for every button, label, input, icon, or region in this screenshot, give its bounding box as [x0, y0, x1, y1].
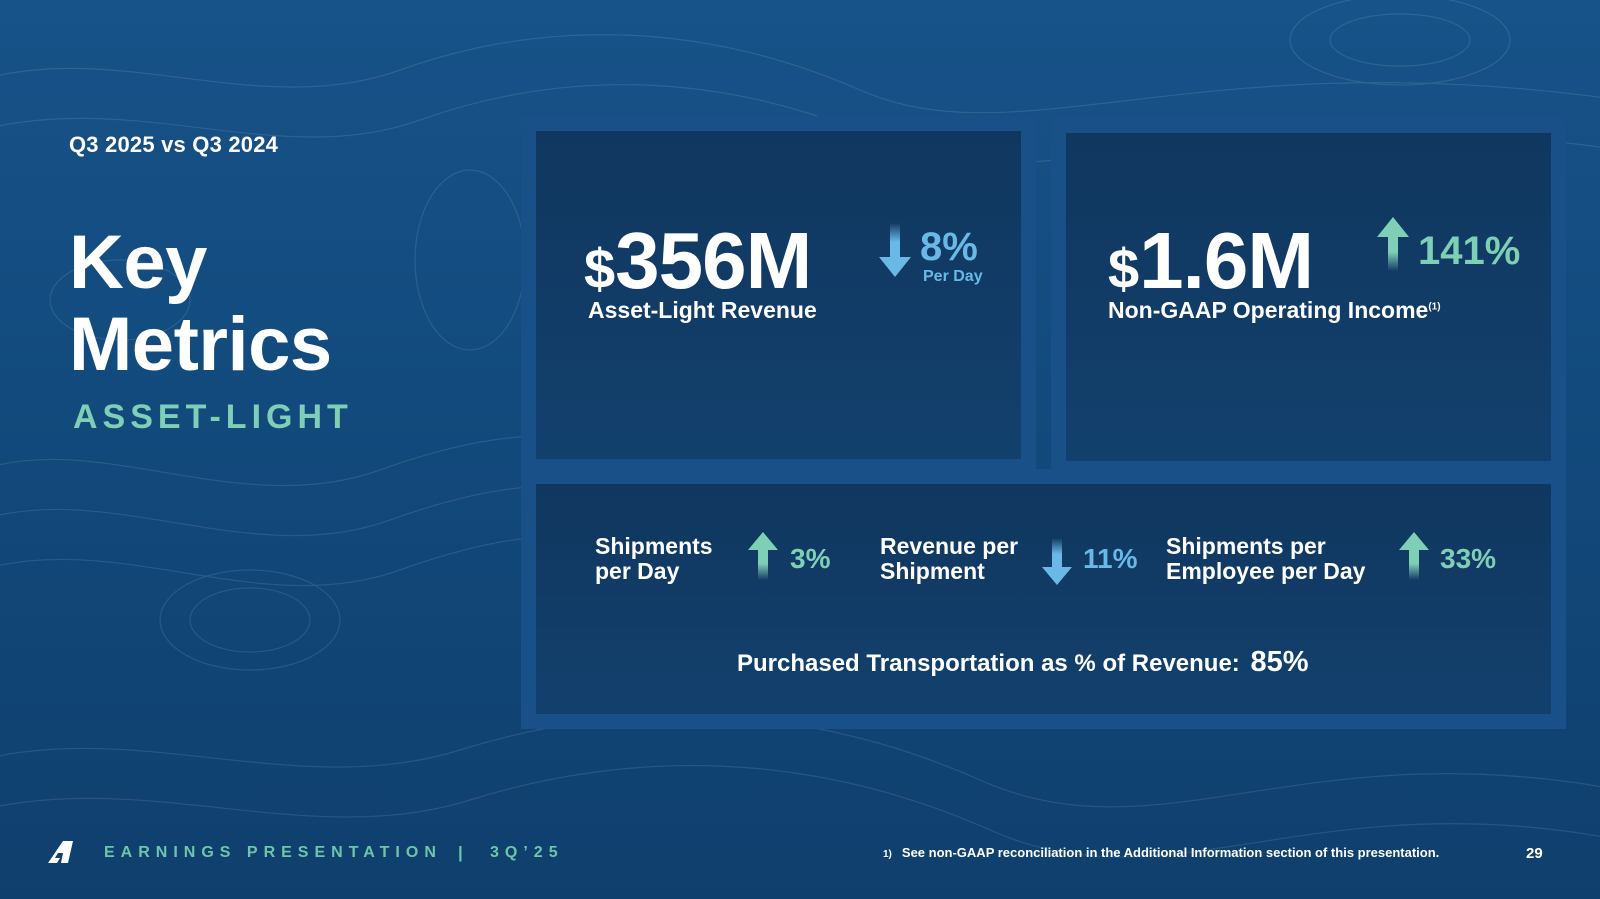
shipments-per-employee-label: Shipments per Employee per Day	[1166, 534, 1365, 584]
arrow-up-icon	[1377, 217, 1409, 271]
revenue-value: $356M	[584, 215, 812, 307]
operating-income-change: 141%	[1418, 229, 1521, 273]
shipments-per-day-label-line2: per Day	[595, 558, 680, 584]
arrow-up-icon	[748, 532, 778, 580]
revenue-amount: 356M	[615, 216, 812, 305]
arrow-up-icon	[1399, 532, 1429, 580]
purchased-transportation: Purchased Transportation as % of Revenue…	[737, 646, 1309, 679]
revenue-per-shipment-label-line2: Shipment	[880, 558, 985, 584]
revenue-change-note: Per Day	[923, 268, 983, 285]
metric-card-operating-income: $1.6M 141% Non-GAAP Operating Income(1)	[1066, 133, 1551, 461]
operating-income-value: $1.6M	[1108, 215, 1314, 307]
operating-income-label: Non-GAAP Operating Income(1)	[1108, 297, 1441, 324]
operating-income-currency: $	[1108, 237, 1140, 300]
shipments-per-employee-label-line2: Employee per Day	[1166, 558, 1366, 584]
comparison-period: Q3 2025 vs Q3 2024	[69, 132, 279, 157]
metric-card-revenue: $356M 8% Per Day Asset-Light Revenue	[536, 131, 1021, 459]
arrow-down-icon	[1042, 538, 1072, 585]
purchased-transportation-value: 85%	[1250, 646, 1309, 678]
revenue-currency: $	[584, 237, 616, 300]
footnote: 1) See non-GAAP reconciliation in the Add…	[883, 845, 1439, 860]
revenue-change: 8%	[920, 225, 978, 269]
revenue-label: Asset-Light Revenue	[588, 297, 817, 323]
shipments-per-employee-label-line1: Shipments per	[1166, 533, 1326, 559]
page-title: Key Metrics	[69, 222, 332, 386]
shipments-per-day-label-line1: Shipments	[595, 533, 713, 559]
company-logo-icon	[48, 841, 73, 863]
shipments-per-day-change: 3%	[790, 543, 831, 574]
title-line-1: Key	[69, 220, 207, 305]
metric-card-operations: Shipments per Day 3% Revenue per Shipmen…	[536, 484, 1551, 714]
operating-income-amount: 1.6M	[1139, 216, 1314, 305]
footer-quarter: 3Q’25	[490, 844, 564, 861]
footnote-marker: 1)	[883, 849, 892, 860]
purchased-transportation-label: Purchased Transportation as % of Revenue…	[737, 650, 1240, 677]
footer-separator: |	[458, 843, 463, 862]
page-number: 29	[1526, 845, 1543, 862]
revenue-per-shipment-change: 11%	[1083, 543, 1138, 574]
shipments-per-day-label: Shipments per Day	[595, 534, 713, 584]
footnote-text: See non-GAAP reconciliation in the Addit…	[901, 845, 1440, 860]
footnote-reference: (1)	[1428, 301, 1441, 313]
arrow-down-icon	[879, 223, 911, 277]
title-line-2: Metrics	[69, 302, 332, 387]
shipments-per-employee-change: 33%	[1440, 543, 1497, 574]
revenue-per-shipment-label: Revenue per Shipment	[880, 534, 1018, 584]
footer-title: EARNINGS PRESENTATION	[104, 844, 442, 861]
operating-income-label-text: Non-GAAP Operating Income	[1108, 297, 1429, 323]
page-subtitle: ASSET-LIGHT	[73, 398, 353, 436]
revenue-per-shipment-label-line1: Revenue per	[880, 533, 1019, 559]
